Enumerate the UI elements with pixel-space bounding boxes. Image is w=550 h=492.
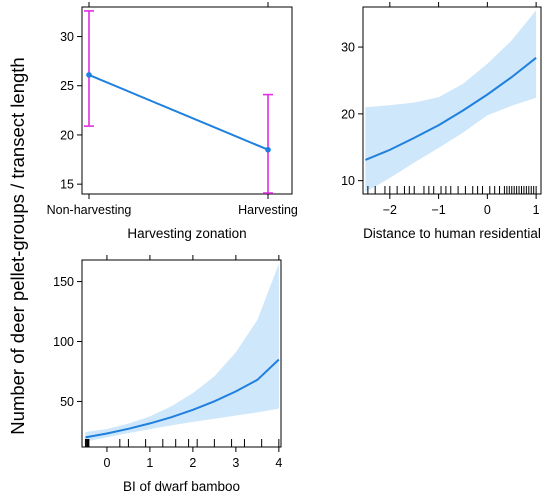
y-axis-label: Number of deer pellet-groups / transect … xyxy=(7,57,28,434)
x-tick-label: 1 xyxy=(533,203,540,217)
x-axis-title: Distance to human residential xyxy=(363,226,541,241)
y-tick-label: 30 xyxy=(341,41,355,55)
x-tick-label: 0 xyxy=(484,203,491,217)
y-tick-label: 30 xyxy=(60,30,74,44)
y-tick-label: 10 xyxy=(341,174,355,188)
x-tick-label: 0 xyxy=(103,456,110,470)
x-tick-label: 1 xyxy=(146,456,153,470)
effect-line xyxy=(88,73,269,151)
x-category-label: Harvesting xyxy=(238,203,298,217)
x-category-label: Non-harvesting xyxy=(47,203,132,217)
plot-frame xyxy=(362,6,542,195)
x-axis-title: Harvesting zonation xyxy=(127,226,246,241)
x-tick-label: 2 xyxy=(189,456,196,470)
x-tick-label: 3 xyxy=(232,456,239,470)
x-tick-label: −1 xyxy=(431,203,445,217)
y-tick-label: 20 xyxy=(341,107,355,121)
confidence-band xyxy=(365,10,537,192)
confidence-band xyxy=(85,263,279,442)
y-tick-label: 15 xyxy=(60,178,74,192)
y-tick-label: 20 xyxy=(60,128,74,142)
panel-distance-to-residential: Distance to human residential 10 20 30 −2 −1 0… xyxy=(341,2,542,241)
effect-point xyxy=(265,146,271,153)
plot-frame xyxy=(81,6,293,195)
y-tick-label: 100 xyxy=(53,335,74,349)
x-axis-title: BI of dwarf bamboo xyxy=(123,479,240,492)
y-tick-label: 25 xyxy=(60,79,74,93)
fitted-line xyxy=(85,358,280,439)
plot-frame xyxy=(81,259,282,448)
x-tick-label: 4 xyxy=(275,456,282,470)
effect-point xyxy=(86,72,92,78)
panel-harvesting-zonation: Harvesting zonation 15 20 25 30 Non-harvestin… xyxy=(47,2,298,241)
y-tick-label: 50 xyxy=(60,395,74,409)
panel-dwarf-bamboo: BI of dwarf bamboo 50 100 150 0 1 2 3 4 xyxy=(53,255,282,492)
x-tick-label: −2 xyxy=(383,203,397,217)
fitted-line xyxy=(365,57,537,161)
y-tick-label: 150 xyxy=(53,275,74,289)
